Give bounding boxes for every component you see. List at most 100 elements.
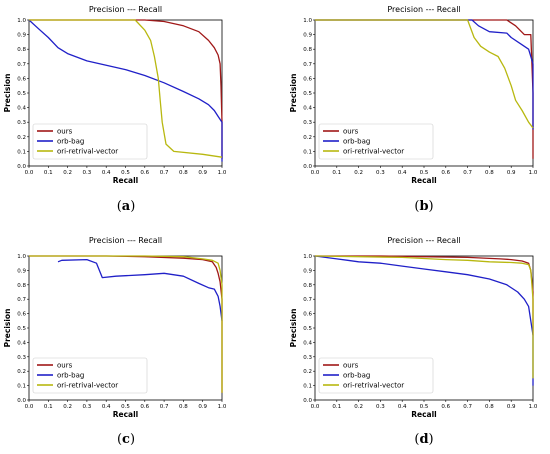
y-axis-label: Precision — [3, 309, 12, 348]
x-tick-label: 0.5 — [121, 170, 130, 176]
x-tick-label: 0.7 — [463, 170, 472, 176]
x-tick-label: 0.9 — [198, 404, 207, 410]
y-tick-label: 0.5 — [303, 326, 312, 332]
x-tick-label: 0.0 — [311, 404, 320, 410]
y-tick-label: 0.3 — [17, 120, 26, 126]
legend-box — [32, 123, 148, 160]
panel-label: (c) — [117, 432, 135, 447]
x-tick-label: 0.4 — [102, 404, 111, 410]
y-tick-label: 0.8 — [17, 283, 26, 289]
y-tick-label: 0.5 — [303, 91, 312, 97]
legend-entry: ours — [343, 362, 359, 370]
x-tick-label: 0.1 — [44, 404, 53, 410]
legend-box — [318, 357, 434, 394]
y-tick-label: 0.6 — [303, 312, 312, 318]
series-line-orb-bag — [315, 19, 534, 130]
legend-entry: orb-bag — [57, 138, 84, 146]
x-tick-label: 0.3 — [376, 404, 385, 410]
y-tick-label: 0.5 — [17, 91, 26, 97]
x-tick-label: 0.2 — [354, 170, 363, 176]
legend-box — [318, 123, 434, 160]
x-tick-label: 0.6 — [441, 404, 450, 410]
chart-title: Precision --- Recall — [387, 5, 460, 14]
y-tick-label: 0.7 — [303, 297, 312, 303]
x-tick-label: 0.5 — [420, 170, 429, 176]
x-tick-label: 0.8 — [179, 170, 188, 176]
y-tick-label: 0.8 — [303, 47, 312, 53]
y-tick-label: 0.5 — [17, 326, 26, 332]
x-tick-label: 1.0 — [218, 170, 227, 176]
panel-label: (a) — [117, 199, 136, 214]
x-tick-label: 0.7 — [160, 404, 169, 410]
series-line-orb-bag — [314, 255, 534, 386]
y-tick-label: 0.2 — [303, 369, 312, 375]
series-line-orb-bag — [28, 19, 223, 162]
y-tick-label: 0.8 — [17, 47, 26, 53]
y-tick-label: 0.9 — [303, 268, 312, 274]
y-tick-label: 0.9 — [303, 33, 312, 39]
y-tick-label: 1.0 — [303, 254, 312, 260]
legend-entry: orb-bag — [343, 372, 370, 380]
y-tick-label: 1.0 — [17, 18, 26, 24]
y-tick-label: 0.1 — [303, 384, 312, 390]
x-tick-label: 0.9 — [507, 404, 516, 410]
chart-title: Precision --- Recall — [387, 236, 460, 245]
x-tick-label: 0.5 — [121, 404, 130, 410]
x-tick-label: 0.0 — [25, 404, 34, 410]
x-tick-label: 1.0 — [529, 404, 538, 410]
y-tick-label: 0.8 — [303, 283, 312, 289]
legend-entry: orb-bag — [343, 138, 370, 146]
legend-entry: ours — [57, 128, 73, 136]
y-tick-label: 0.6 — [303, 76, 312, 82]
legend: ours orb-bag ori-retrival-vector — [318, 123, 434, 160]
x-tick-label: 1.0 — [529, 170, 538, 176]
x-tick-label: 0.3 — [83, 170, 92, 176]
y-tick-label: 1.0 — [303, 18, 312, 24]
series-line-ori-retrival-vector — [29, 255, 223, 393]
y-tick-label: 0.1 — [17, 384, 26, 390]
y-tick-label: 0.2 — [303, 135, 312, 141]
legend-entry: ori-retrival-vector — [57, 148, 118, 156]
x-tick-label: 0.0 — [25, 170, 34, 176]
y-axis-label: Precision — [3, 74, 12, 113]
series-line-orb-bag — [57, 258, 223, 321]
y-tick-label: 0.9 — [17, 268, 26, 274]
y-tick-label: 0.0 — [17, 398, 26, 404]
y-tick-label: 0.7 — [17, 62, 26, 68]
x-axis-label: Recall — [411, 176, 437, 185]
y-tick-label: 0.0 — [17, 164, 26, 170]
panel-label: (d) — [414, 432, 433, 447]
y-tick-label: 0.2 — [17, 135, 26, 141]
x-tick-label: 0.2 — [63, 170, 72, 176]
chart-panel-b: Precision --- Recall 0.0 0.1 0.2 0.3 0.4 0.5 0.… — [289, 5, 538, 214]
y-tick-label: 1.0 — [17, 254, 26, 260]
y-axis-label: Precision — [289, 309, 298, 348]
chart-title: Precision --- Recall — [89, 5, 162, 14]
x-tick-label: 0.1 — [44, 170, 53, 176]
series-line-ori-retrival-vector — [315, 19, 534, 129]
series-line-ours — [315, 255, 534, 336]
x-tick-label: 0.8 — [179, 404, 188, 410]
x-tick-label: 0.6 — [140, 170, 149, 176]
series-line-ori-retrival-vector — [314, 255, 534, 379]
x-tick-label: 0.2 — [354, 404, 363, 410]
x-tick-label: 0.1 — [332, 170, 341, 176]
chart-panel-a: Precision --- Recall 0.0 0.1 0.2 0.3 0.4 0.5 0.… — [3, 5, 227, 214]
x-tick-label: 1.0 — [218, 404, 227, 410]
y-tick-label: 0.4 — [303, 106, 312, 112]
legend-entry: ori-retrival-vector — [57, 382, 118, 390]
legend-entry: ours — [343, 128, 359, 136]
y-tick-label: 0.3 — [303, 120, 312, 126]
legend-entry: ori-retrival-vector — [343, 382, 404, 390]
y-axis-label: Precision — [289, 74, 298, 113]
x-tick-label: 0.5 — [420, 404, 429, 410]
series-line-ours — [29, 19, 223, 159]
x-tick-label: 0.8 — [485, 170, 494, 176]
y-tick-label: 0.1 — [303, 149, 312, 155]
y-tick-label: 0.0 — [303, 164, 312, 170]
x-tick-label: 0.0 — [311, 170, 320, 176]
x-tick-label: 0.7 — [463, 404, 472, 410]
y-tick-label: 0.7 — [303, 62, 312, 68]
y-tick-label: 0.6 — [17, 312, 26, 318]
